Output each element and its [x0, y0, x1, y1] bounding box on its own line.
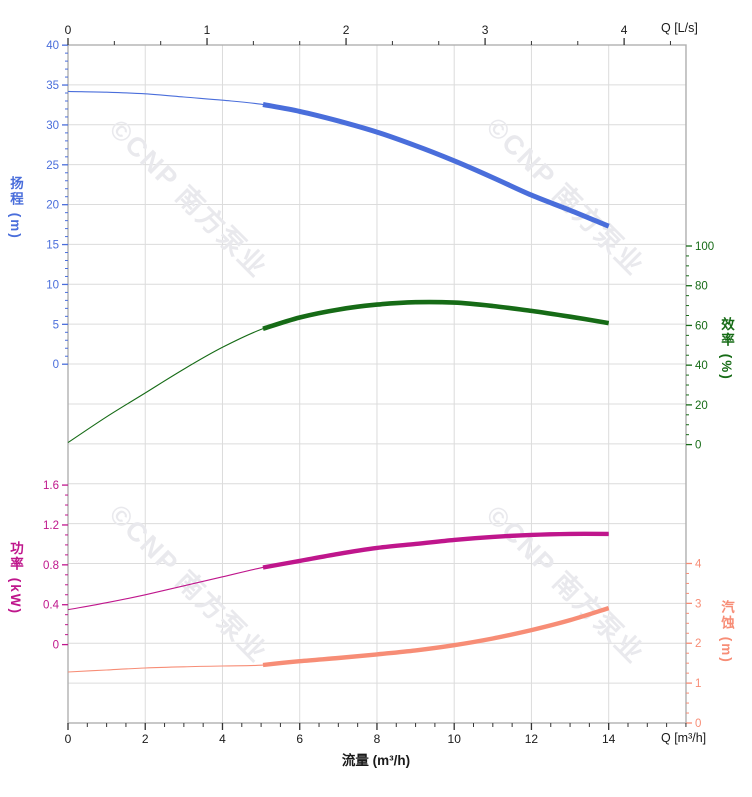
- efficiency-axis: 0 20 40 60 80 100: [686, 241, 714, 452]
- bottom-axis-tick-label: 12: [525, 732, 539, 746]
- bottom-axis: 0 2 4 6 8 10 12 14: [65, 723, 687, 746]
- watermark-text: ©CNP 南方泵业: [481, 499, 651, 669]
- bottom-axis-tick-label: 8: [374, 732, 381, 746]
- efficiency-curve-thin: [67, 301, 609, 444]
- head-tick-label: 10: [46, 279, 59, 291]
- head-tick-label: 25: [46, 160, 59, 172]
- efficiency-tick-label: 60: [695, 320, 708, 332]
- power-axis-title: 功率 (kW): [8, 541, 23, 615]
- npsh-curve-rated: [262, 605, 610, 668]
- npsh-tick-label: 2: [695, 638, 701, 650]
- bottom-axis-tick-label: 6: [296, 732, 303, 746]
- power-tick-label: 1.2: [43, 520, 59, 532]
- head-tick-label: 30: [46, 120, 59, 132]
- top-axis-tick-label: 4: [621, 23, 628, 37]
- head-tick-label: 20: [46, 200, 59, 212]
- npsh-tick-label: 1: [695, 678, 701, 690]
- power-tick-label: 0.4: [43, 600, 60, 612]
- bottom-flow-unit-label: Q [m³/h]: [661, 731, 707, 745]
- watermark-text: ©CNP 南方泵业: [104, 113, 274, 283]
- efficiency-tick-label: 0: [695, 440, 701, 452]
- head-axis: 0 5 10 15 20 25 30 35 40: [46, 40, 68, 371]
- bottom-axis-tick-label: 0: [65, 732, 72, 746]
- power-axis: 0 0.4 0.8 1.2 1.6: [43, 480, 68, 652]
- head-tick-label: 5: [53, 319, 59, 331]
- npsh-tick-label: 0: [695, 718, 701, 730]
- top-axis-tick-label: 0: [65, 23, 72, 37]
- power-curve-rated: [262, 531, 609, 570]
- efficiency-axis-title: 效率 (%): [719, 317, 734, 381]
- head-tick-label: 15: [46, 240, 59, 252]
- bottom-axis-tick-label: 4: [219, 732, 226, 746]
- flow-axis-title: 流量 (m³/h): [341, 753, 411, 768]
- head-curve-rated: [262, 102, 610, 229]
- top-axis-tick-label: 3: [482, 23, 489, 37]
- head-tick-label: 40: [46, 40, 59, 52]
- top-axis-tick-label: 2: [343, 23, 350, 37]
- bottom-axis-tick-label: 14: [602, 732, 616, 746]
- power-tick-label: 0: [53, 640, 59, 652]
- npsh-axis-title: 汽蚀 (m): [719, 600, 734, 664]
- top-flow-unit-label: Q [L/s]: [661, 21, 698, 35]
- efficiency-curve-rated: [262, 299, 610, 331]
- bottom-axis-tick-label: 2: [142, 732, 149, 746]
- bottom-axis-tick-label: 10: [448, 732, 462, 746]
- efficiency-tick-label: 20: [695, 400, 708, 412]
- efficiency-tick-label: 80: [695, 281, 708, 293]
- npsh-axis: 0 1 2 3 4: [686, 558, 702, 730]
- npsh-tick-label: 4: [695, 558, 702, 570]
- head-tick-label: 0: [53, 359, 59, 371]
- efficiency-tick-label: 100: [695, 241, 714, 253]
- top-axis-tick-label: 1: [204, 23, 211, 37]
- head-tick-label: 35: [46, 80, 59, 92]
- top-axis: 0 1 2 3 4: [65, 23, 671, 45]
- power-tick-label: 0.8: [43, 560, 59, 572]
- watermark-text: ©CNP 南方泵业: [481, 111, 651, 281]
- npsh-tick-label: 3: [695, 598, 701, 610]
- head-axis-title: 扬程 (m): [8, 176, 23, 240]
- efficiency-tick-label: 40: [695, 360, 708, 372]
- power-tick-label: 1.6: [43, 480, 59, 492]
- npsh-curve-thin: [67, 607, 609, 673]
